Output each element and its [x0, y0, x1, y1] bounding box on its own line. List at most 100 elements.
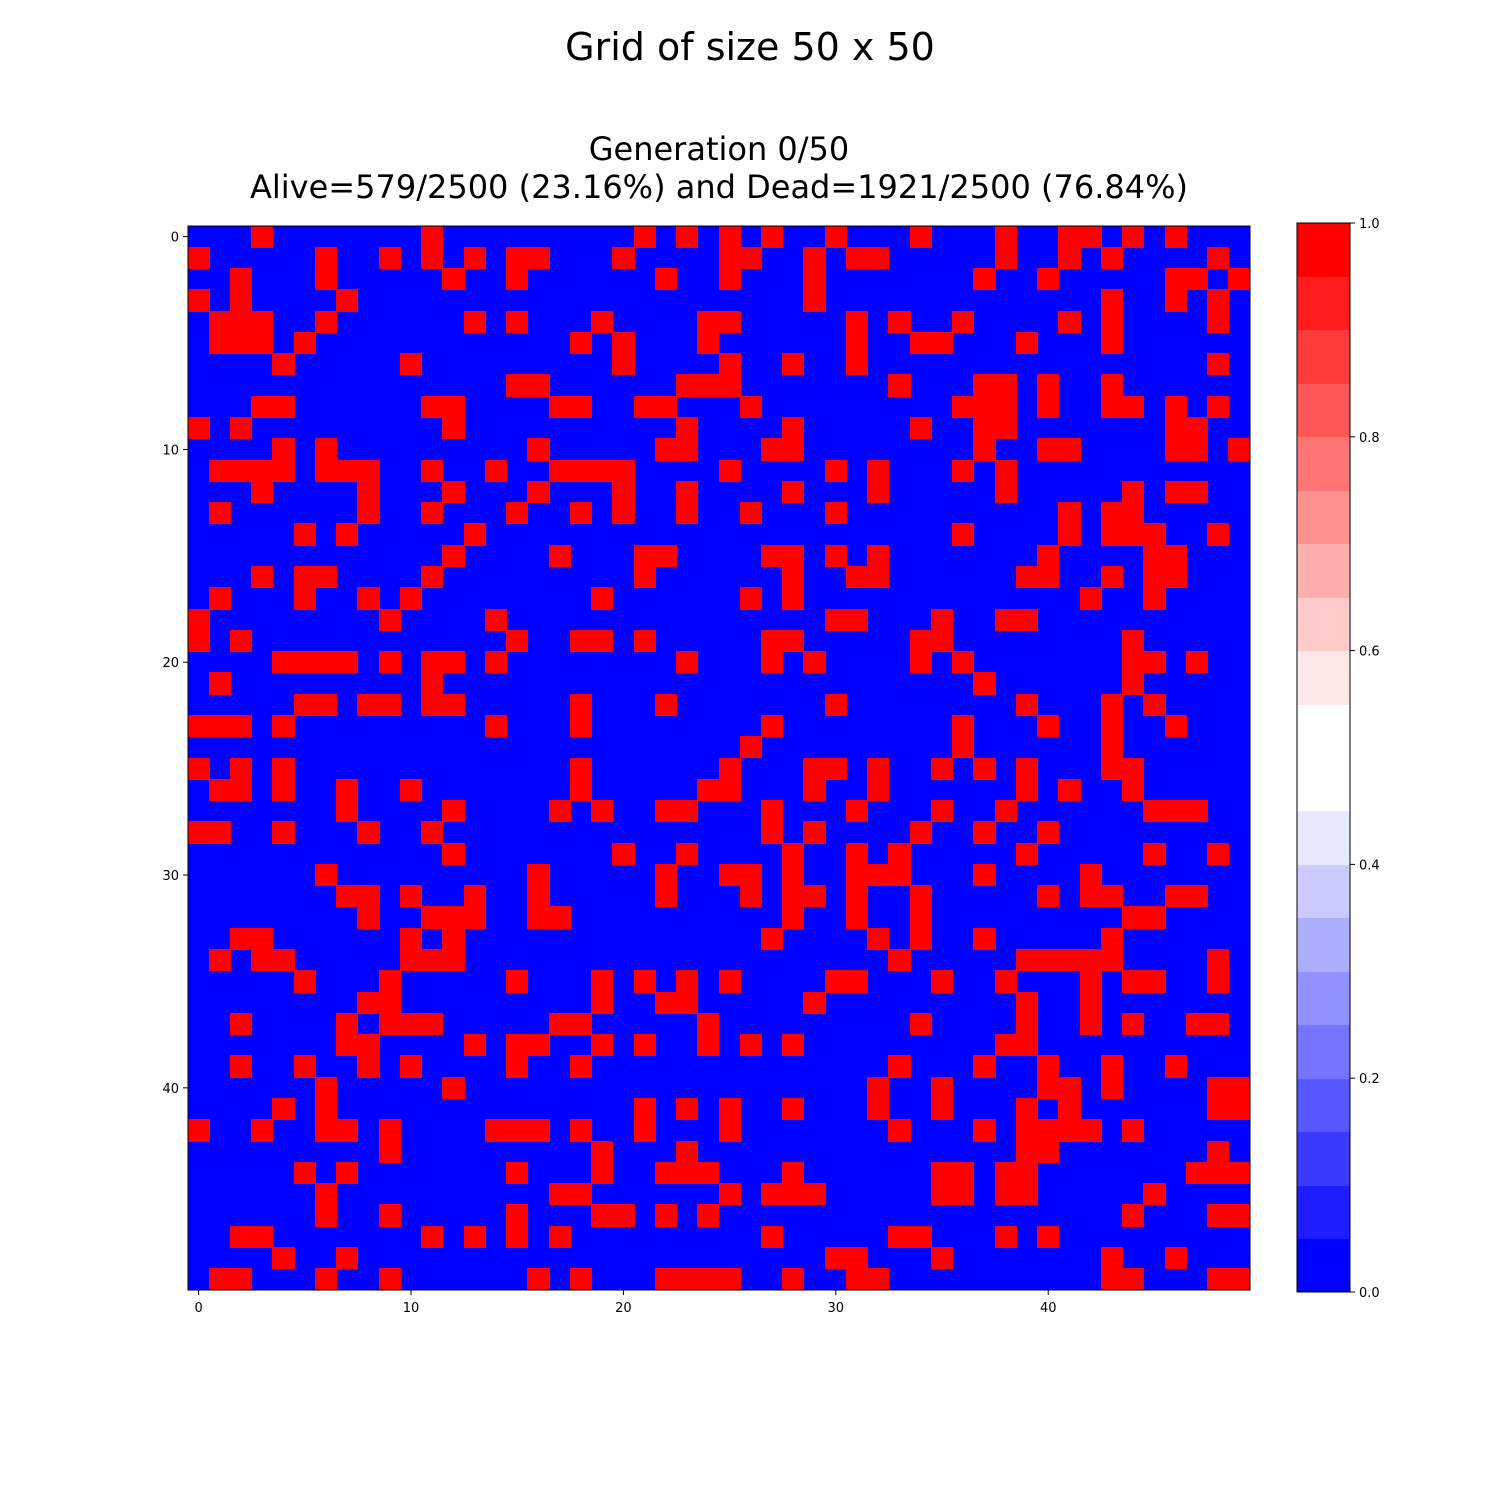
alive-cell [1058, 1098, 1081, 1120]
alive-cell [1037, 715, 1059, 737]
alive-cell [1058, 1077, 1081, 1099]
alive-cell [1122, 1268, 1144, 1290]
alive-cell [209, 672, 231, 695]
alive-cell [719, 226, 741, 248]
alive-cell [973, 864, 996, 886]
alive-cell [612, 353, 635, 375]
alive-cell [931, 609, 953, 631]
alive-cell [612, 460, 635, 482]
alive-cell [570, 1055, 592, 1078]
colorbar-tick-label: 0.2 [1359, 1072, 1380, 1087]
alive-cell [294, 1162, 316, 1184]
alive-cell [1207, 949, 1229, 971]
x-tick-label: 20 [615, 1301, 632, 1316]
alive-cell [1207, 247, 1229, 269]
alive-cell [825, 502, 847, 524]
alive-cell [1016, 1183, 1038, 1205]
alive-cell [740, 396, 762, 418]
alive-cell [634, 970, 656, 993]
alive-cell [867, 247, 889, 269]
alive-cell [591, 587, 613, 610]
alive-cell [634, 630, 656, 652]
alive-cell [1207, 1141, 1229, 1163]
alive-cell [1122, 970, 1144, 993]
alive-cell [188, 758, 210, 780]
alive-cell [740, 1034, 762, 1056]
alive-cell [570, 1013, 592, 1035]
alive-cell [251, 311, 273, 333]
alive-cell [1122, 523, 1144, 546]
alive-cell [1080, 1013, 1102, 1035]
alive-cell [676, 800, 698, 822]
alive-cell [209, 949, 231, 971]
alive-cell [1058, 523, 1081, 546]
alive-cell [867, 566, 889, 588]
alive-cell [294, 1055, 316, 1078]
alive-cell [612, 247, 635, 269]
alive-cell [931, 1247, 953, 1269]
alive-cell [719, 353, 741, 375]
alive-cell [549, 1183, 571, 1205]
alive-cell [1207, 1268, 1229, 1290]
alive-cell [1037, 1055, 1059, 1078]
alive-cell [846, 566, 868, 588]
alive-cell [506, 374, 528, 397]
alive-cell [400, 885, 422, 907]
alive-cell [973, 1119, 996, 1142]
alive-cell [1101, 311, 1123, 333]
alive-cell [336, 651, 358, 673]
alive-cell [825, 545, 847, 567]
alive-cell [761, 928, 783, 950]
alive-cell [591, 992, 613, 1014]
alive-cell [1101, 949, 1123, 971]
alive-cell [209, 332, 231, 354]
alive-cell [442, 651, 465, 673]
alive-cell [995, 1034, 1017, 1056]
alive-cell [230, 332, 252, 354]
alive-cell [506, 970, 528, 993]
alive-cell [549, 396, 571, 418]
alive-cell [1016, 566, 1038, 588]
alive-cell [719, 268, 741, 290]
alive-cell [1228, 268, 1250, 290]
colorbar-segment [1297, 490, 1350, 544]
alive-cell [294, 523, 316, 546]
colorbar-tick-label: 0.0 [1359, 1286, 1380, 1301]
alive-cell [931, 970, 953, 993]
alive-cell [1101, 502, 1123, 524]
alive-cell [570, 1183, 592, 1205]
alive-cell [782, 481, 804, 503]
alive-cell [506, 1119, 528, 1142]
alive-cell [570, 396, 592, 418]
alive-cell [251, 460, 273, 482]
alive-cell [1228, 438, 1250, 461]
alive-cell [400, 1013, 422, 1035]
alive-cell [676, 481, 698, 503]
alive-cell [782, 587, 804, 610]
alive-cell [761, 651, 783, 673]
alive-cell [442, 800, 465, 822]
alive-cell [315, 1098, 337, 1120]
alive-cell [1016, 779, 1038, 801]
alive-cell [1143, 587, 1166, 610]
alive-cell [294, 970, 316, 993]
alive-cell [336, 1119, 358, 1142]
alive-cell [272, 651, 295, 673]
alive-cell [995, 417, 1017, 439]
alive-cell [1058, 438, 1081, 461]
figure-title: Grid of size 50 x 50 [565, 25, 935, 69]
alive-cell [1207, 1013, 1229, 1035]
alive-cell [676, 438, 698, 461]
alive-cell [888, 843, 911, 865]
alive-cell [1165, 545, 1187, 567]
alive-cell [421, 672, 443, 695]
alive-cell [1143, 545, 1166, 567]
alive-cell [931, 758, 953, 780]
alive-cell [782, 1098, 804, 1120]
alive-cell [1143, 651, 1166, 673]
alive-cell [867, 460, 889, 482]
alive-cell [1122, 1119, 1144, 1142]
alive-cell [1037, 885, 1059, 907]
alive-cell [846, 1247, 868, 1269]
alive-cell [294, 332, 316, 354]
